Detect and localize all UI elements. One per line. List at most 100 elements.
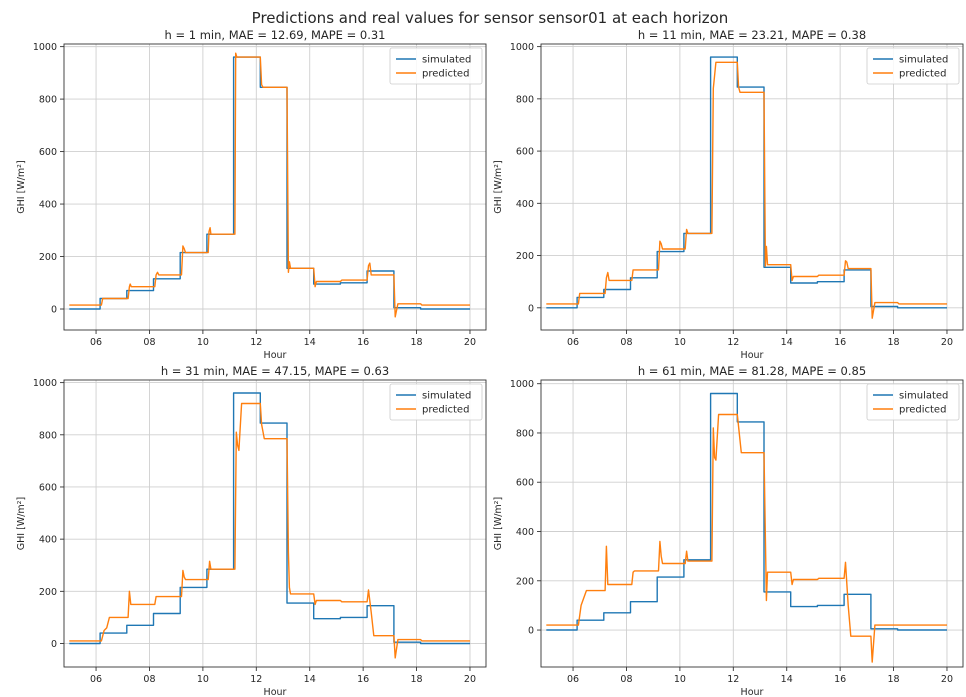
subplot-title: h = 61 min, MAE = 81.28, MAPE = 0.85: [638, 364, 866, 378]
y-tick-label: 200: [516, 251, 534, 262]
y-tick-label: 0: [528, 626, 534, 637]
legend-label-predicted: predicted: [899, 69, 946, 80]
x-tick-label: 06: [90, 674, 102, 685]
legend-label-predicted: predicted: [422, 405, 469, 416]
y-tick-label: 400: [516, 527, 534, 538]
series-line-simulated: [546, 56, 947, 309]
legend: simulated predicted: [389, 383, 483, 421]
y-axis-label: GHI [W/m²]: [16, 497, 27, 550]
series-line-simulated: [69, 392, 470, 645]
y-tick-label: 1000: [510, 42, 534, 53]
legend: simulated predicted: [866, 47, 960, 85]
x-axis-label: Hour: [741, 687, 764, 697]
x-tick-label: 08: [620, 674, 632, 685]
x-axis-label: Hour: [264, 687, 287, 697]
x-tick-label: 12: [250, 337, 262, 348]
y-axis-label: GHI [W/m²]: [493, 160, 504, 213]
x-tick-label: 18: [411, 337, 423, 348]
y-tick-label: 600: [39, 147, 57, 158]
series-line-predicted: [69, 52, 470, 318]
x-tick-label: 14: [781, 674, 793, 685]
plot-frame: [63, 379, 487, 668]
x-tick-label: 12: [727, 674, 739, 685]
x-tick-label: 18: [888, 337, 900, 348]
plot-frame: [540, 379, 964, 668]
y-tick-label: 600: [516, 478, 534, 489]
series-line-predicted: [546, 61, 947, 319]
x-tick-label: 20: [464, 674, 476, 685]
x-tick-label: 10: [197, 337, 209, 348]
subplot-title: h = 31 min, MAE = 47.15, MAPE = 0.63: [161, 364, 389, 378]
y-tick-label: 1000: [510, 379, 534, 390]
x-tick-label: 18: [888, 674, 900, 685]
x-tick-label: 10: [197, 674, 209, 685]
x-tick-label: 18: [411, 674, 423, 685]
series-line-simulated: [69, 56, 470, 310]
x-axis-label: Hour: [741, 350, 764, 361]
series-line-predicted: [69, 402, 470, 659]
y-tick-label: 1000: [33, 378, 57, 389]
legend: simulated predicted: [866, 383, 960, 421]
x-tick-label: 16: [357, 337, 369, 348]
legend-box: [389, 47, 483, 85]
x-tick-label: 14: [304, 337, 316, 348]
x-tick-label: 14: [304, 674, 316, 685]
y-tick-label: 0: [51, 305, 57, 316]
legend-box: [866, 383, 960, 421]
legend-label-simulated: simulated: [422, 55, 471, 66]
y-tick-label: 200: [516, 576, 534, 587]
legend: simulated predicted: [389, 47, 483, 85]
subplot-title: h = 1 min, MAE = 12.69, MAPE = 0.31: [165, 28, 386, 42]
legend-box: [866, 47, 960, 85]
x-tick-label: 16: [834, 674, 846, 685]
legend-box: [389, 383, 483, 421]
x-tick-label: 08: [143, 674, 155, 685]
y-axis-label: GHI [W/m²]: [493, 497, 504, 550]
x-tick-label: 16: [834, 337, 846, 348]
legend-label-simulated: simulated: [422, 391, 471, 402]
x-tick-label: 12: [250, 674, 262, 685]
y-tick-label: 0: [528, 303, 534, 314]
x-tick-label: 08: [620, 337, 632, 348]
x-tick-label: 06: [567, 674, 579, 685]
figure-title: Predictions and real values for sensor s…: [252, 9, 729, 27]
y-tick-label: 400: [39, 535, 57, 546]
y-axis-label: GHI [W/m²]: [16, 160, 27, 213]
y-tick-label: 600: [516, 147, 534, 158]
x-tick-label: 08: [143, 337, 155, 348]
x-tick-label: 12: [727, 337, 739, 348]
x-tick-label: 06: [90, 337, 102, 348]
x-axis-label: Hour: [264, 350, 287, 361]
y-tick-label: 800: [39, 430, 57, 441]
y-tick-label: 400: [39, 200, 57, 211]
legend-label-predicted: predicted: [899, 405, 946, 416]
plot-frame: [63, 43, 487, 331]
x-tick-label: 20: [941, 337, 953, 348]
x-tick-label: 14: [781, 337, 793, 348]
subplot-title: h = 11 min, MAE = 23.21, MAPE = 0.38: [638, 28, 866, 42]
y-tick-label: 800: [516, 428, 534, 439]
y-tick-label: 800: [516, 94, 534, 105]
y-tick-label: 600: [39, 482, 57, 493]
y-tick-label: 800: [39, 95, 57, 106]
y-tick-label: 0: [51, 639, 57, 650]
legend-label-predicted: predicted: [422, 69, 469, 80]
x-tick-label: 10: [674, 337, 686, 348]
series-line-predicted: [546, 413, 947, 663]
legend-label-simulated: simulated: [899, 391, 948, 402]
y-tick-label: 400: [516, 199, 534, 210]
x-tick-label: 20: [941, 674, 953, 685]
y-tick-label: 200: [39, 252, 57, 263]
y-tick-label: 200: [39, 587, 57, 598]
legend-label-simulated: simulated: [899, 55, 948, 66]
x-tick-label: 10: [674, 674, 686, 685]
x-tick-label: 20: [464, 337, 476, 348]
x-tick-label: 16: [357, 674, 369, 685]
x-tick-label: 06: [567, 337, 579, 348]
